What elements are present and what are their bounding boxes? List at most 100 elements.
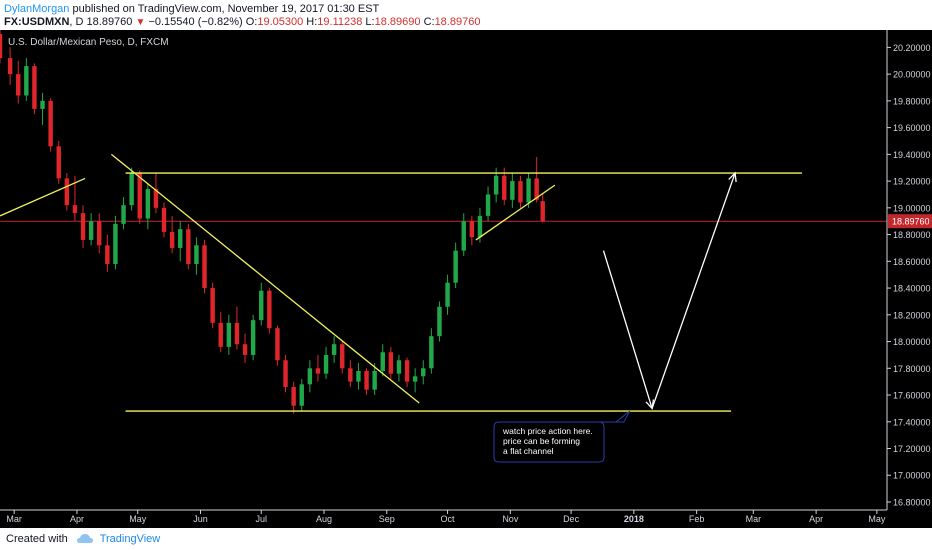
candle-body [16,74,21,96]
candle-body [194,245,199,264]
candle-body [510,181,515,200]
time-tick-label: Oct [441,514,456,524]
candle [218,312,223,353]
candle [526,173,531,208]
price-axis-background [887,30,932,528]
candle [485,186,491,222]
candle [429,328,434,374]
price-tick-label: 19.20000 [893,177,931,187]
time-axis[interactable]: Mar Apr May Jun Jul Aug Sep Oct Nov Dec 2018 Feb Mar… [6,510,886,524]
candle [48,98,53,152]
candle [80,205,86,248]
price-tick-label: 20.00000 [893,70,931,80]
down-triangle-icon: ▼ [135,17,146,28]
candle [323,346,329,379]
trend-line [0,177,86,217]
price-tick-label: 18.60000 [893,257,931,267]
low-value: 18.89690 [374,16,421,28]
candle-body [56,146,61,179]
last-price: 18.89760 [86,16,133,28]
candle-body [32,66,37,109]
candle-body [161,207,167,232]
candle-body [404,360,410,382]
candle-body [307,368,313,385]
candle [275,325,280,366]
candle [445,274,450,315]
candle [178,221,183,262]
candle-body [461,221,466,251]
candle [412,368,418,393]
candle-body [477,215,483,238]
candle-body [24,66,29,96]
chart-background [0,30,932,528]
candle-body [429,336,434,369]
time-tick-label: Mar [746,514,762,524]
candle-body [323,354,329,374]
candle-body [88,221,94,240]
candle-body [64,178,70,206]
candle [0,30,3,64]
tradingview-brand[interactable]: TradingView [99,533,161,545]
time-tick-label: Feb [689,514,705,524]
candle [267,288,272,334]
candle [510,173,515,208]
candle-body [291,386,296,406]
candle [461,213,466,256]
candle [24,58,29,101]
current-price-label: 18.89760 [892,217,930,227]
arrow-head [728,171,737,183]
tradingview-cloud-icon [76,534,93,544]
footer: Created with TradingView [0,528,932,550]
candle-body [40,100,45,109]
price-tick-label: 17.80000 [893,364,931,374]
interval-label: D [75,16,84,28]
candle [88,213,94,246]
candle-body [518,181,523,203]
close-value: 18.89760 [434,16,481,28]
time-tick-label: Aug [316,514,332,524]
candles-layer [0,30,545,414]
candle-body [396,360,402,374]
candle [145,183,151,230]
candle-body [340,344,345,369]
candle [153,173,159,214]
candle [105,234,110,273]
candle [340,341,345,374]
candle [113,215,118,270]
price-axis[interactable]: 20.20000 20.00000 19.80000 19.60000 19.40000… [887,43,931,508]
candle-body [80,213,86,240]
candle [380,344,385,377]
candle-body [364,370,369,390]
time-tick-label: Sep [379,514,395,524]
candle-body [7,58,13,75]
time-tick-label: 2018 [624,514,644,524]
time-tick-label: Apr [70,514,84,524]
trend-line [475,184,556,241]
candle [540,193,545,223]
candle [404,357,410,387]
candle-body [348,368,353,382]
candle [518,175,523,208]
candle-body [534,178,539,200]
candle-body [526,178,531,203]
arrow-shaft [651,172,736,409]
high-value: 19.11238 [317,16,363,28]
candle-body [259,290,264,321]
candle [348,360,353,387]
candle [356,362,361,390]
candle [16,60,21,104]
candle-body [186,229,191,264]
price-tick-label: 18.20000 [893,310,931,320]
candle-body [226,322,232,347]
price-tick-label: 19.60000 [893,123,931,133]
candle [421,360,426,385]
author-link[interactable]: DylanMorgan [4,3,70,15]
time-tick-label: Dec [563,514,580,524]
price-chart[interactable]: watch price action here.price can be for… [0,30,932,528]
high-label: H: [306,16,318,28]
candle-body [121,205,126,224]
candle [534,157,539,203]
callout-text-line: a flat channel [503,446,554,456]
candle-body [540,201,545,222]
price-tick-label: 17.60000 [893,391,931,401]
